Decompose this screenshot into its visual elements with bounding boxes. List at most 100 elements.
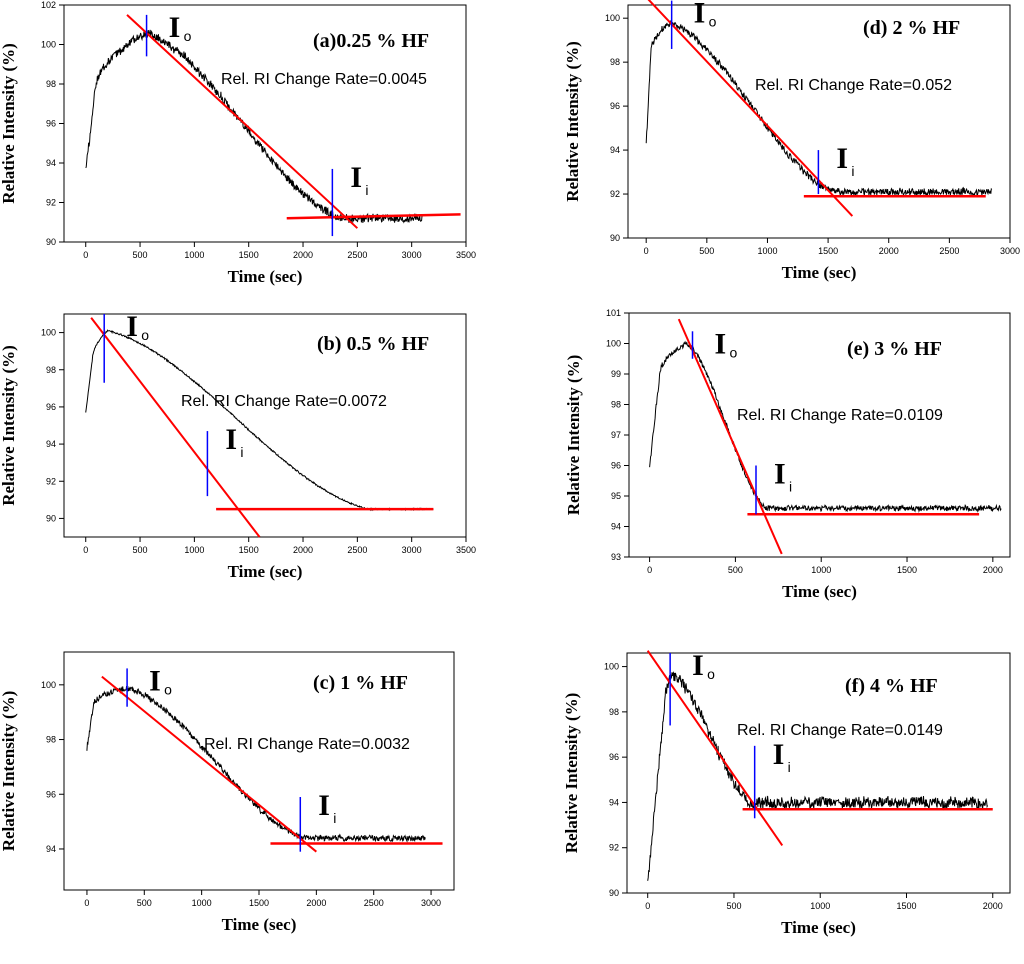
plot-frame (628, 312, 1011, 558)
x-axis-title: Time (sec) (228, 267, 303, 286)
y-axis-title: Relative Intensity (%) (562, 693, 581, 854)
panel-title: (b) 0.5 % HF (317, 333, 429, 355)
y-axis-title: Relative Intensity (%) (0, 43, 18, 204)
panel-d: 0 500 1000 1500 2000 2500 3000 90 92 94 96 98 100 Tim… (563, 0, 1020, 282)
x-tick-label: 0 (647, 565, 652, 575)
io-label: I (692, 649, 704, 682)
y-tick-label: 100 (605, 13, 620, 23)
x-tick-label: 500 (133, 250, 148, 260)
x-tick-label: 0 (83, 250, 88, 260)
x-axis-title: Time (sec) (782, 582, 857, 601)
y-tick-label: 98 (611, 400, 621, 410)
ii-label: I (774, 458, 786, 491)
rate-prefix: Rel. RI Change Rate= (737, 407, 894, 424)
y-tick-label: 90 (46, 513, 56, 523)
rate-prefix: Rel. RI Change Rate= (755, 77, 912, 94)
rate-prefix: Rel. RI Change Rate= (737, 722, 894, 739)
x-tick-label: 0 (644, 246, 649, 256)
x-tick-label: 500 (137, 898, 152, 908)
y-tick-label: 98 (610, 57, 620, 67)
y-tick-label: 96 (611, 461, 621, 471)
decay-fit-line (101, 675, 317, 853)
ii-label-subscript: i (851, 163, 854, 179)
y-tick-label: 94 (609, 797, 619, 807)
x-tick-label: 2000 (983, 565, 1003, 575)
ii-label: I (773, 738, 785, 771)
y-axis-title: Relative Intensity (%) (563, 41, 582, 202)
io-label: I (149, 664, 161, 697)
rate-value: 0.0045 (378, 71, 427, 88)
y-axis-title: Relative Intensity (%) (0, 345, 18, 506)
io-label-subscript: o (707, 666, 715, 682)
y-tick-label: 90 (610, 233, 620, 243)
y-tick-label: 96 (46, 119, 56, 129)
x-tick-label: 2500 (347, 250, 367, 260)
x-tick-label: 3000 (402, 545, 422, 555)
x-tick-label: 2000 (293, 250, 313, 260)
io-label: I (715, 327, 727, 360)
x-tick-label: 3000 (402, 250, 422, 260)
rate-annotation: Rel. RI Change Rate=0.0072 (181, 393, 387, 410)
panel-title: (a)0.25 % HF (313, 30, 429, 52)
ii-label: I (350, 161, 362, 194)
y-tick-label: 99 (611, 369, 621, 379)
decay-fit-line (126, 14, 359, 229)
panel-f: 0 500 1000 1500 2000 90 92 94 96 98 100 Time (sec) R… (562, 649, 1011, 937)
rate-annotation: Rel. RI Change Rate=0.0045 (221, 71, 427, 88)
rate-value: 0.052 (912, 77, 952, 94)
y-tick-label: 92 (46, 198, 56, 208)
x-tick-label: 2500 (939, 246, 959, 256)
x-tick-label: 2000 (306, 898, 326, 908)
panel-c: 0 500 1000 1500 2000 2500 3000 94 96 98 100 Time (s… (0, 651, 455, 934)
ii-label: I (836, 142, 848, 175)
io-label-subscript: o (141, 327, 149, 343)
io-label-subscript: o (709, 14, 717, 30)
x-tick-label: 1000 (192, 898, 212, 908)
rate-value: 0.0032 (361, 736, 410, 753)
y-tick-label: 100 (41, 328, 56, 338)
x-tick-label: 2500 (347, 545, 367, 555)
panel-title: (e) 3 % HF (847, 338, 942, 360)
panel-b: 0 500 1000 1500 2000 2500 3000 3500 90 92 94 96 98 10… (0, 310, 476, 581)
x-axis-title: Time (sec) (222, 915, 297, 934)
panel-a: 0 500 1000 1500 2000 2500 3000 3500 90 92 94 96 98 10… (0, 0, 476, 286)
y-tick-label: 94 (610, 145, 620, 155)
x-tick-label: 500 (133, 545, 148, 555)
decay-fit-line (646, 650, 784, 847)
y-tick-label: 98 (609, 707, 619, 717)
rate-annotation: Rel. RI Change Rate=0.0109 (737, 407, 943, 424)
y-tick-label: 96 (46, 402, 56, 412)
rate-value: 0.0109 (894, 407, 943, 424)
y-tick-label: 102 (41, 0, 56, 10)
y-tick-label: 98 (46, 365, 56, 375)
intensity-trace (85, 329, 434, 512)
y-tick-label: 93 (611, 552, 621, 562)
y-tick-label: 92 (46, 476, 56, 486)
plot-frame (63, 313, 467, 538)
y-tick-label: 100 (41, 680, 56, 690)
x-axis-title: Time (sec) (782, 263, 857, 282)
rate-prefix: Rel. RI Change Rate= (221, 71, 378, 88)
x-tick-label: 1500 (239, 250, 259, 260)
rate-annotation: Rel. RI Change Rate=0.052 (755, 77, 952, 94)
intensity-trace (647, 671, 989, 881)
panel-title: (c) 1 % HF (313, 672, 408, 694)
io-label-subscript: o (184, 28, 192, 44)
ii-label-subscript: i (789, 479, 792, 495)
x-tick-label: 2000 (879, 246, 899, 256)
y-tick-label: 94 (46, 158, 56, 168)
io-label: I (169, 11, 181, 44)
io-label: I (126, 310, 138, 343)
x-tick-label: 1500 (249, 898, 269, 908)
rate-prefix: Rel. RI Change Rate= (204, 736, 361, 753)
x-axis-title: Time (sec) (781, 918, 856, 937)
y-tick-label: 94 (46, 439, 56, 449)
plot-frame (626, 652, 1011, 894)
y-tick-label: 94 (46, 844, 56, 854)
x-tick-label: 1500 (896, 901, 916, 911)
x-tick-label: 3500 (456, 545, 476, 555)
y-tick-label: 100 (606, 339, 621, 349)
x-tick-label: 2000 (983, 901, 1003, 911)
x-tick-label: 500 (728, 565, 743, 575)
